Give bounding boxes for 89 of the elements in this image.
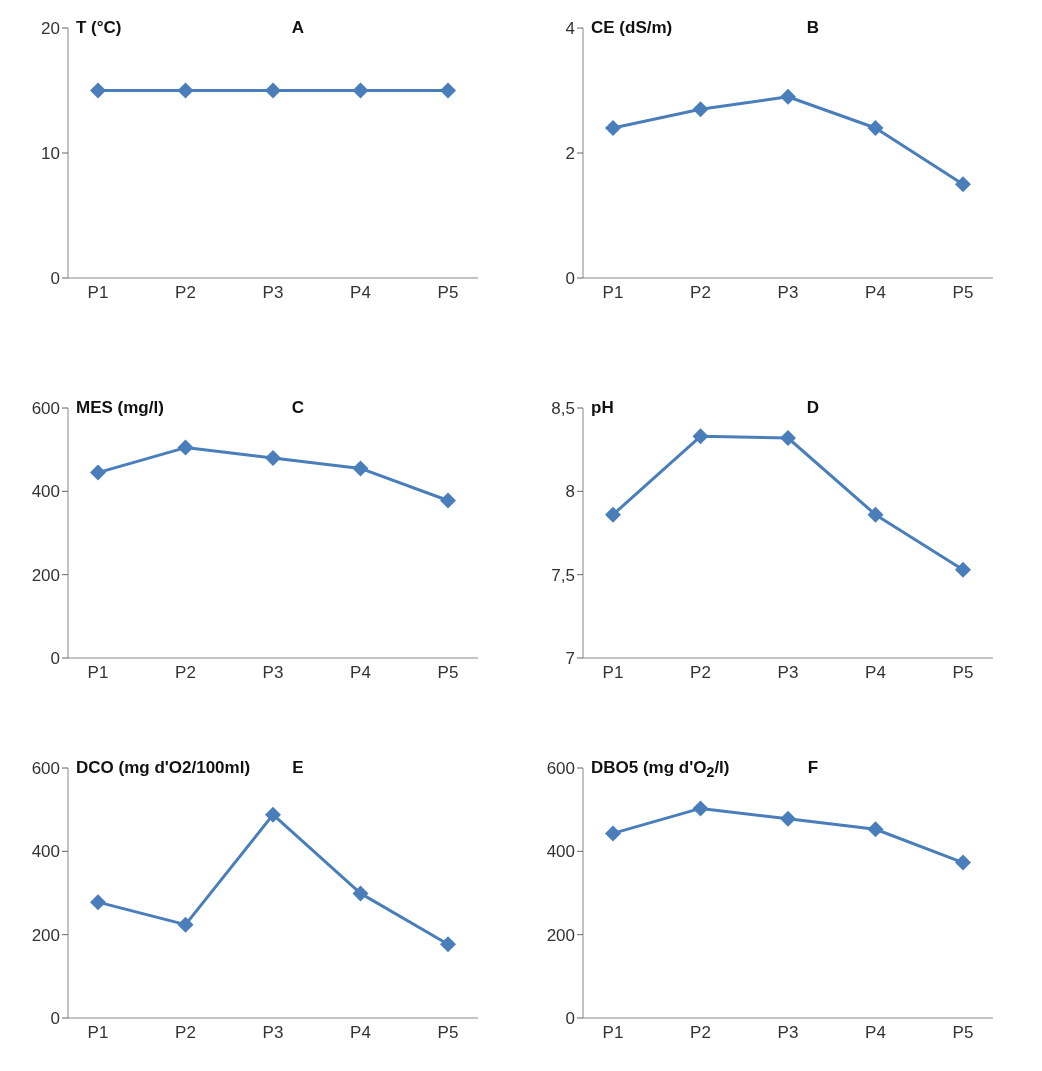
chart-title: B [806, 18, 820, 37]
point [265, 806, 281, 823]
y-tick-label: 7 [565, 649, 575, 669]
x-tick-label: P2 [175, 663, 196, 683]
point [955, 176, 971, 193]
y-tick-label: 400 [546, 842, 575, 862]
point [352, 460, 369, 477]
point [440, 492, 456, 509]
point [780, 88, 796, 105]
x-tick-label: P3 [262, 663, 284, 683]
y-tick-label: 600 [31, 759, 60, 779]
chart-title: E [292, 758, 304, 777]
point [692, 101, 709, 118]
chart-title: C [291, 398, 305, 417]
x-tick-label: P4 [865, 283, 886, 303]
y-axis-title: DBO5 (mg d'O$_{2}$/l) [591, 758, 730, 781]
x-tick-label: P2 [175, 1023, 196, 1043]
x-tick-label: P4 [350, 1023, 371, 1043]
point [177, 916, 194, 933]
x-tick-label: P5 [437, 1023, 459, 1043]
point [955, 561, 971, 578]
y-tick-label: 0 [50, 1009, 60, 1029]
x-tick-label: P3 [777, 663, 799, 683]
y-tick-label: 400 [31, 842, 60, 862]
point [605, 506, 621, 523]
point [955, 854, 971, 871]
point [605, 120, 621, 136]
x-tick-label: P4 [865, 1023, 886, 1043]
x-tick-label: P1 [87, 663, 109, 683]
y-axis-title: DCO (mg d'O2/100ml) [76, 758, 251, 778]
point [867, 821, 884, 838]
x-tick-label: P3 [777, 1023, 799, 1043]
x-tick-label: P1 [87, 1023, 109, 1043]
point [352, 885, 369, 902]
x-tick-label: P3 [262, 283, 284, 303]
point [780, 430, 796, 446]
x-tick-label: P4 [350, 663, 371, 683]
x-tick-label: P4 [350, 283, 371, 303]
x-tick-label: P3 [262, 1023, 284, 1043]
y-tick-label: 10 [41, 144, 60, 164]
x-tick-label: P2 [175, 283, 196, 303]
y-tick-label: 600 [31, 399, 60, 419]
point [692, 800, 709, 817]
x-tick-label: P5 [437, 663, 459, 683]
y-tick-label: 20 [41, 19, 60, 39]
y-tick-label: 0 [565, 1009, 575, 1029]
x-tick-label: P1 [602, 283, 624, 303]
chart-title: A [291, 18, 305, 37]
y-tick-label: 200 [31, 925, 60, 945]
point [867, 506, 884, 523]
y-tick-label: 400 [31, 482, 60, 502]
x-tick-label: P2 [690, 1023, 711, 1043]
point [265, 450, 281, 466]
x-tick-label: P4 [865, 663, 886, 683]
y-tick-label: 4 [565, 19, 575, 39]
x-tick-label: P1 [87, 283, 109, 303]
point [90, 464, 106, 481]
y-tick-label: 8 [565, 482, 575, 502]
x-tick-label: P1 [602, 663, 624, 683]
x-tick-label: P1 [602, 1023, 624, 1043]
point [440, 936, 456, 953]
x-tick-label: P5 [952, 1023, 974, 1043]
y-tick-label: 7,5 [551, 565, 575, 585]
point [605, 825, 621, 842]
point [177, 439, 194, 456]
point [867, 120, 884, 136]
point [90, 894, 106, 911]
y-axis-title: pH [591, 398, 614, 418]
chart-title: D [806, 398, 820, 417]
y-tick-label: 0 [50, 649, 60, 669]
point [780, 810, 796, 827]
y-axis-title: CE (dS/m) [591, 18, 673, 38]
x-tick-label: P5 [437, 283, 459, 303]
x-tick-label: P2 [690, 283, 711, 303]
y-axis-title: MES (mg/l) [76, 398, 164, 418]
x-tick-label: P3 [777, 283, 799, 303]
y-tick-label: 2 [565, 144, 575, 164]
chart-title: F [807, 758, 819, 777]
x-tick-label: P5 [952, 283, 974, 303]
y-tick-label: 600 [546, 759, 575, 779]
x-tick-label: P5 [952, 663, 974, 683]
y-tick-label: 0 [50, 269, 60, 289]
point [692, 428, 709, 445]
y-axis-title: T (°C) [76, 18, 122, 38]
y-tick-label: 200 [31, 565, 60, 585]
y-tick-label: 0 [565, 269, 575, 289]
y-tick-label: 200 [546, 925, 575, 945]
x-tick-label: P2 [690, 663, 711, 683]
y-tick-label: 8,5 [551, 399, 575, 419]
